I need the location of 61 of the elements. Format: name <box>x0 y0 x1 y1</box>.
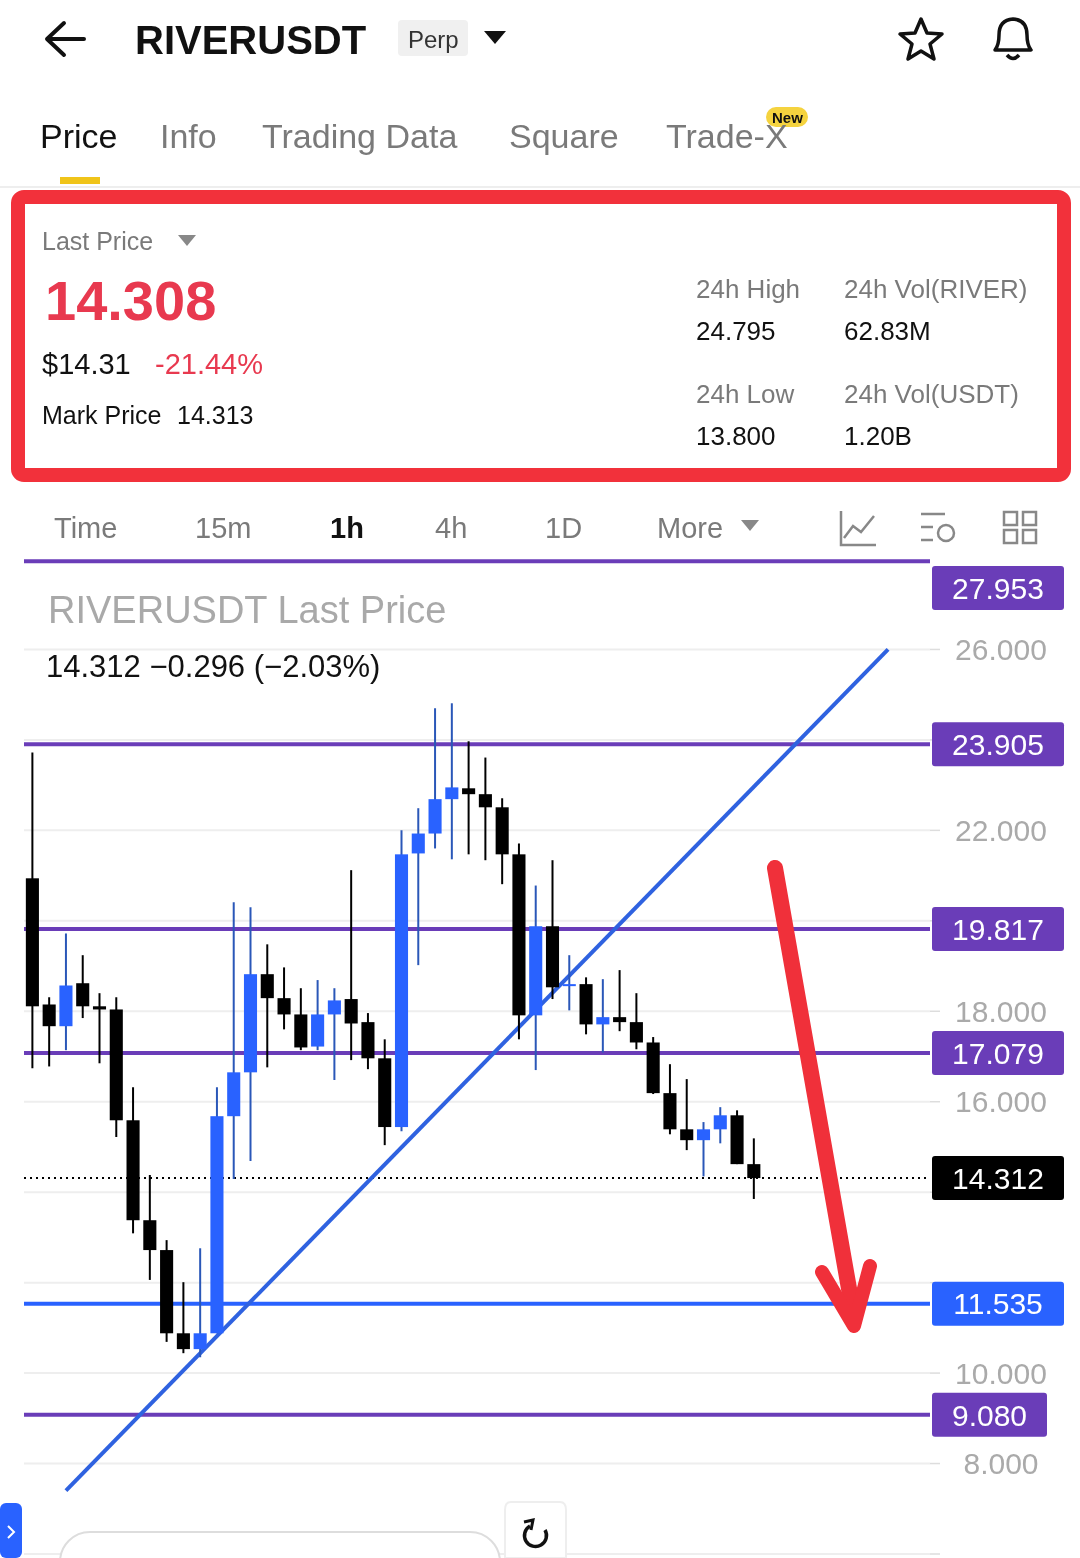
text: Price <box>40 117 118 155</box>
candlestick <box>462 740 476 856</box>
text: RIVERUSDT Last Price <box>48 589 447 631</box>
text: Last Price <box>42 227 154 255</box>
y-tick-label: 26.000 <box>955 632 1047 666</box>
candlestick <box>92 992 107 1065</box>
text: 14.312 −0.296 (−2.03%) <box>46 649 381 684</box>
text: 1h <box>330 512 364 544</box>
text: $14.31 <box>42 348 131 380</box>
candlestick <box>696 1121 711 1178</box>
text: -21.44% <box>155 348 264 380</box>
text: Time <box>54 512 118 544</box>
candlestick <box>42 996 56 1068</box>
text: 24h High <box>696 274 801 304</box>
candlestick <box>596 978 610 1054</box>
candlestick <box>327 987 341 1082</box>
text: RIVERUSDT <box>135 18 367 62</box>
ref-line-label: 27.953 <box>952 571 1044 605</box>
text: 1.20B <box>844 421 912 451</box>
candlestick <box>713 1106 727 1145</box>
ref-line-label: 23.905 <box>952 728 1044 762</box>
text: 62.83M <box>844 316 931 346</box>
text: 4h <box>435 512 468 544</box>
text: 24h Vol(USDT) <box>844 379 1019 409</box>
candlestick <box>613 969 627 1033</box>
text: 24h Vol(RIVER) <box>844 274 1028 304</box>
y-tick-label: 16.000 <box>955 1085 1047 1119</box>
text: Trading Data <box>262 117 458 155</box>
text: 13.800 <box>696 421 776 451</box>
text: 14.308 <box>45 269 217 332</box>
text: 1D <box>545 512 583 544</box>
y-tick-label: 22.000 <box>955 813 1047 847</box>
ref-line-label: 11.535 <box>953 1287 1043 1321</box>
ref-line-label: 19.817 <box>952 912 1044 946</box>
text: 24.795 <box>696 316 776 346</box>
y-tick-label: 10.000 <box>955 1356 1047 1390</box>
text: Mark Price <box>42 401 162 429</box>
candlestick <box>629 992 643 1051</box>
candlestick <box>680 1078 694 1152</box>
ref-line-label: 9.080 <box>951 1398 1028 1432</box>
candlestick <box>344 869 358 1062</box>
text: 24h Low <box>696 379 795 409</box>
text: New <box>772 109 804 126</box>
text: Square <box>509 117 619 155</box>
candlestick <box>176 1281 190 1355</box>
candlestick <box>76 954 90 1020</box>
candlestick <box>277 966 291 1031</box>
y-tick-label: 8.000 <box>963 1447 1039 1481</box>
text: Perp <box>408 26 459 53</box>
text: 14.313 <box>177 401 254 429</box>
candlestick <box>562 954 576 1012</box>
text: Info <box>160 117 217 155</box>
text: More <box>657 512 724 544</box>
text: 15m <box>195 512 252 544</box>
ref-line-label: 14.312 <box>952 1161 1044 1195</box>
candlestick <box>478 756 492 862</box>
y-tick-label: 18.000 <box>955 994 1047 1028</box>
candlestick <box>445 702 459 861</box>
candlestick <box>260 943 274 1069</box>
ref-line-label: 17.079 <box>952 1036 1044 1070</box>
candlestick <box>411 807 425 967</box>
